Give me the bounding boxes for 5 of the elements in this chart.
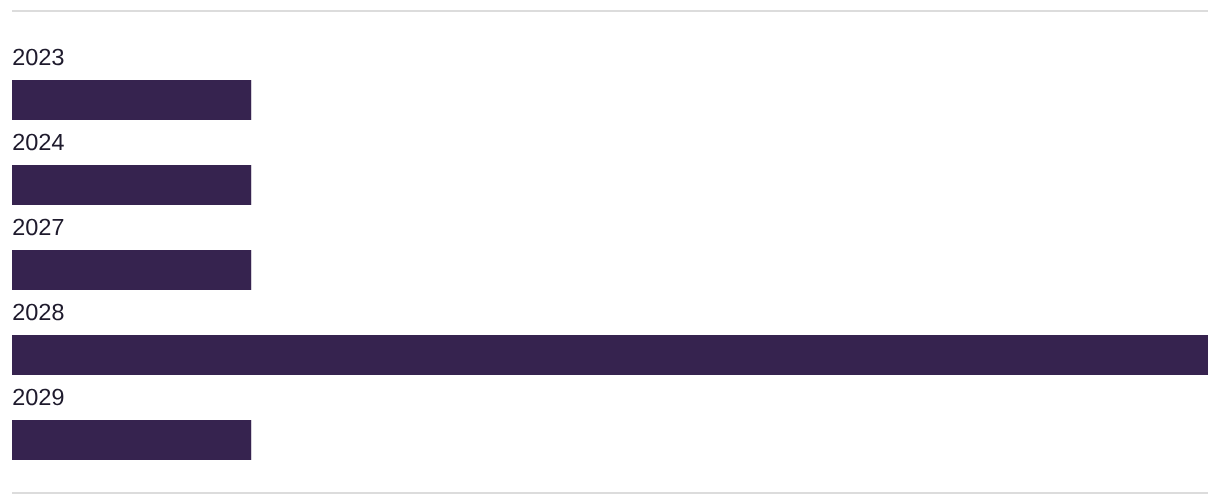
y-tick-label: 2024 — [13, 133, 64, 151]
y-tick-label: 2023 — [13, 48, 64, 66]
y-tick-label: 2027 — [13, 218, 64, 236]
y-tick-label: 2028 — [13, 303, 64, 321]
y-tick-label: 2029 — [13, 388, 64, 406]
